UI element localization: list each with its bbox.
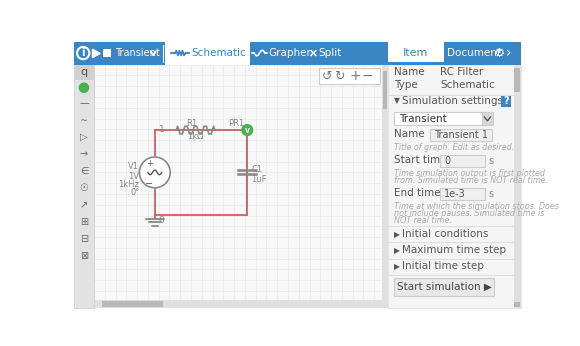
Circle shape [139, 157, 170, 188]
Text: 1uF: 1uF [251, 175, 267, 184]
Text: from. Simulated time is NOT real time.: from. Simulated time is NOT real time. [394, 176, 548, 185]
Text: 0°: 0° [130, 188, 139, 197]
Bar [319, 69, 380, 84]
Text: Start simulation ▶: Start simulation ▶ [397, 282, 492, 292]
Text: ⊞: ⊞ [80, 217, 88, 227]
Text: V1: V1 [128, 162, 139, 171]
Text: Transient: Transient [399, 113, 447, 124]
Text: 1kΩ: 1kΩ [187, 131, 204, 140]
Circle shape [79, 83, 89, 92]
Text: q: q [81, 67, 88, 77]
Text: v: v [245, 126, 250, 135]
Bar [74, 65, 94, 308]
Text: Split: Split [318, 48, 342, 58]
Text: Transient 1: Transient 1 [434, 130, 488, 140]
Text: ⊟: ⊟ [80, 234, 88, 244]
Text: ⊠: ⊠ [80, 251, 88, 261]
Text: ↺: ↺ [321, 70, 332, 83]
Circle shape [242, 125, 252, 136]
Text: ▶: ▶ [394, 262, 400, 271]
Text: Name: Name [394, 67, 425, 77]
Text: RC Filter: RC Filter [440, 67, 484, 77]
Bar [444, 42, 505, 65]
Bar [440, 188, 485, 200]
Text: i: i [81, 48, 85, 58]
Text: −: − [146, 179, 154, 189]
Bar [74, 42, 521, 65]
Bar [388, 65, 521, 308]
Text: Initial conditions: Initial conditions [402, 229, 488, 239]
Text: Grapher: Grapher [269, 48, 311, 58]
Text: Schematic: Schematic [440, 80, 495, 90]
Bar [440, 155, 485, 167]
Bar [94, 65, 388, 308]
Text: ›: › [506, 46, 512, 60]
Text: s: s [488, 156, 494, 166]
Bar [514, 69, 520, 92]
Text: C1: C1 [251, 165, 262, 174]
Text: ▷: ▷ [80, 132, 88, 142]
Text: Item: Item [403, 48, 429, 58]
Bar [94, 300, 382, 308]
Bar [501, 96, 512, 107]
Text: ☉: ☉ [79, 183, 88, 193]
Text: +: + [349, 69, 361, 83]
Text: Name: Name [394, 129, 425, 139]
Text: Title of graph. Edit as desired.: Title of graph. Edit as desired. [394, 143, 514, 152]
Text: ↻: ↻ [334, 70, 345, 83]
Text: →: → [80, 149, 88, 159]
Text: End time: End time [394, 188, 441, 198]
Bar [388, 42, 444, 65]
Bar [514, 302, 520, 307]
Text: ⚙: ⚙ [494, 47, 505, 60]
Bar [103, 49, 111, 57]
Bar [382, 65, 388, 308]
Text: Simulation settings: Simulation settings [402, 96, 503, 106]
Text: ▶: ▶ [394, 246, 400, 255]
Bar [482, 112, 493, 126]
Bar [102, 301, 164, 307]
Text: 1e-3: 1e-3 [444, 189, 466, 199]
Text: ∼: ∼ [80, 115, 88, 125]
Text: 1V: 1V [128, 172, 139, 181]
Text: 1kHz: 1kHz [118, 180, 139, 189]
Text: ▶: ▶ [394, 229, 400, 238]
Text: Start time: Start time [394, 155, 447, 165]
Text: Time simulation output is first plotted: Time simulation output is first plotted [394, 169, 545, 178]
Text: Transient: Transient [115, 48, 160, 58]
Bar [383, 71, 387, 109]
Text: ↗: ↗ [80, 200, 88, 210]
Text: Initial time step: Initial time step [402, 261, 484, 271]
Text: ∈: ∈ [79, 166, 88, 176]
Text: ?: ? [503, 96, 509, 106]
Text: NOT real time.: NOT real time. [394, 216, 452, 225]
Text: Document: Document [447, 48, 501, 58]
Bar [394, 278, 494, 297]
Bar [388, 62, 444, 65]
Bar [514, 65, 521, 308]
Text: ▼: ▼ [394, 96, 400, 105]
Text: Type: Type [394, 80, 418, 90]
Text: not include pauses. Simulated time is: not include pauses. Simulated time is [394, 209, 545, 218]
Bar [394, 112, 491, 126]
Text: —: — [79, 98, 89, 108]
Text: Time at which the simulation stops. Does: Time at which the simulation stops. Does [394, 202, 559, 211]
Text: 0: 0 [158, 216, 164, 225]
Text: 0: 0 [444, 156, 451, 166]
Text: 1: 1 [160, 125, 165, 134]
Text: Maximum time step: Maximum time step [402, 245, 506, 255]
Polygon shape [92, 49, 100, 58]
Text: +: + [146, 160, 153, 169]
Text: R1: R1 [186, 119, 197, 128]
Text: Schematic: Schematic [191, 48, 246, 58]
Bar [165, 42, 249, 65]
Text: PR1: PR1 [229, 119, 245, 128]
Text: s: s [488, 189, 494, 199]
Text: −: − [361, 69, 373, 83]
Bar [430, 128, 492, 141]
Bar [75, 65, 94, 80]
